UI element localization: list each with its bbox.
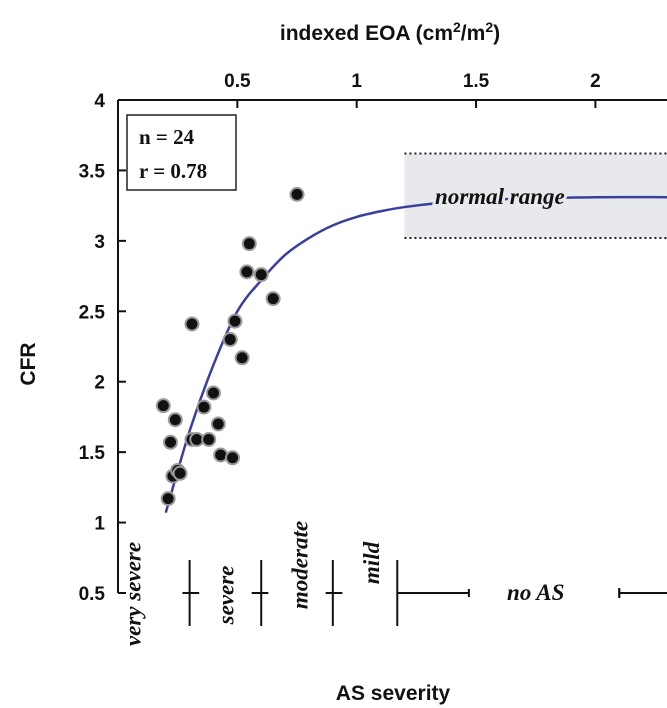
- y-tick-label: 0.5: [79, 584, 106, 605]
- normal-range-fill: [404, 153, 667, 239]
- axes: 0.5 1 1.5 2 0.5 1 1.5 2 2.5 3 3.5 4: [79, 71, 667, 605]
- y-tick-label: 2: [94, 373, 105, 394]
- top-axis-title-sup1: 2: [453, 19, 461, 35]
- data-point: [227, 313, 243, 329]
- top-axis-title-main: indexed EOA (cm: [280, 22, 453, 45]
- severity-label: severe: [213, 566, 238, 626]
- top-axis-title: indexed EOA (cm2/m2): [280, 19, 500, 45]
- data-point: [205, 385, 221, 401]
- data-point: [210, 416, 226, 432]
- data-point: [265, 291, 281, 307]
- x-tick-label: 2: [590, 71, 601, 92]
- data-point: [196, 399, 212, 415]
- data-point: [289, 186, 305, 202]
- fit-curve: [164, 195, 667, 514]
- x-tick-label: 1.5: [463, 71, 490, 92]
- data-point: [163, 434, 179, 450]
- y-tick-label: 3.5: [79, 161, 106, 182]
- data-point: [201, 431, 217, 447]
- data-point: [155, 398, 171, 414]
- data-point: [222, 331, 238, 347]
- y-tick-label: 1: [94, 514, 105, 535]
- normal-range-label: normal range: [435, 184, 565, 209]
- severity-scale: very severe severe moderate mild no AS: [120, 521, 667, 646]
- data-point: [167, 412, 183, 428]
- severity-label-no-as: no AS: [507, 580, 564, 605]
- severity-label: moderate: [287, 521, 312, 609]
- data-points: [155, 186, 305, 507]
- stats-n: n = 24: [139, 125, 195, 149]
- y-tick-label: 3: [94, 232, 105, 253]
- data-point: [239, 264, 255, 280]
- normal-range-band: [404, 152, 667, 240]
- y-tick-label: 4: [94, 91, 105, 112]
- x-tick-label: 1: [351, 71, 362, 92]
- top-axis-title-end: ): [493, 22, 500, 45]
- x-axis-label: AS severity: [336, 682, 451, 705]
- data-point: [160, 491, 176, 507]
- y-tick-label: 2.5: [79, 302, 106, 323]
- top-axis-title-sup2: 2: [485, 19, 493, 35]
- stats-r: r = 0.78: [139, 159, 207, 183]
- data-point: [241, 236, 257, 252]
- stats-box: n = 24 r = 0.78: [126, 114, 237, 191]
- data-point: [234, 350, 250, 366]
- data-point: [225, 450, 241, 466]
- data-point: [184, 316, 200, 332]
- top-axis-title-mid: /m: [461, 22, 486, 45]
- data-point: [172, 465, 188, 481]
- y-tick-label: 1.5: [79, 443, 106, 464]
- y-axis-label: CFR: [17, 342, 40, 385]
- severity-label: mild: [359, 541, 384, 584]
- stats-box-frame: [126, 114, 237, 191]
- data-point: [253, 267, 269, 283]
- severity-label: very severe: [120, 542, 145, 646]
- data-point: [213, 447, 229, 463]
- x-tick-label: 0.5: [224, 71, 251, 92]
